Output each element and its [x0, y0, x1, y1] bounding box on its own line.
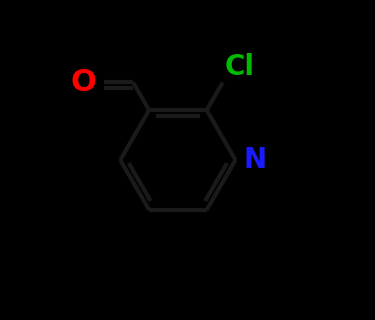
Text: Cl: Cl [224, 53, 254, 81]
Text: O: O [70, 68, 96, 97]
Text: N: N [243, 146, 267, 174]
